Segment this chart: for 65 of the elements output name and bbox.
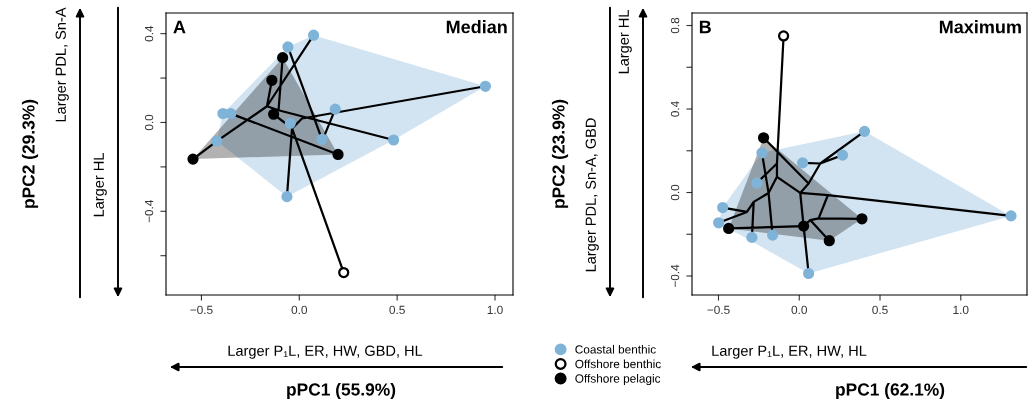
point: [856, 213, 868, 225]
point: [766, 229, 779, 241]
annotation: B: [699, 20, 711, 34]
y-tick-label: −0.4: [144, 199, 154, 223]
point: [756, 147, 768, 159]
point: [858, 125, 871, 137]
point: [797, 157, 809, 169]
point: [266, 74, 278, 86]
point: [316, 133, 328, 145]
point: [746, 231, 758, 243]
point: [307, 29, 320, 41]
point: [281, 191, 293, 203]
y-axis-title: pPC2 (23.9%): [551, 99, 569, 208]
point: [338, 266, 350, 279]
x-axis-title: pPC1 (62.1%): [836, 382, 945, 400]
chart-title: Maximum: [939, 20, 1021, 34]
point: [723, 222, 735, 235]
point: [836, 149, 849, 161]
x-axis-title: pPC1 (55.9%): [287, 382, 396, 400]
text: Larger HL: [618, 10, 632, 74]
point: [757, 132, 770, 144]
y-tick-label: 0.4: [144, 25, 154, 42]
point: [717, 201, 729, 214]
y-tick-label: 0.0: [670, 184, 680, 201]
point: [751, 177, 763, 189]
point: [187, 153, 199, 165]
y-tick-label: 0.4: [670, 101, 680, 117]
point: [282, 41, 294, 53]
x-tick-label: 1.0: [953, 305, 969, 315]
text: Larger PDL, Sn-A, GBD: [585, 118, 599, 272]
annotation: A: [173, 20, 186, 34]
legend-label: Offshore benthic: [575, 359, 661, 369]
y-tick-label: 0.8: [670, 17, 680, 34]
y-tick-label: 0.0: [144, 114, 154, 131]
x-tick-label: 0.5: [389, 305, 405, 315]
x-tick-label: −0.5: [190, 305, 213, 315]
point: [777, 30, 790, 42]
point: [823, 235, 835, 247]
x-tick-label: 1.0: [487, 305, 503, 315]
point: [803, 267, 815, 280]
y-tick-label: −0.4: [670, 264, 680, 288]
point: [1005, 210, 1017, 222]
point: [479, 80, 492, 92]
x-tick-label: −0.5: [707, 305, 730, 315]
point: [332, 148, 344, 161]
point: [225, 107, 237, 120]
point: [268, 108, 280, 120]
legend-label: Coastal benthic: [575, 344, 656, 354]
chart-title: Median: [446, 20, 507, 34]
text: Larger PDL, Sn-A: [55, 7, 69, 122]
point: [211, 135, 223, 147]
x-tick-label: 0.5: [872, 305, 888, 315]
point: [388, 134, 400, 146]
text: Larger P₁L, ER, HW, GBD, HL: [228, 345, 423, 359]
legend-label: Offshore pelagic: [575, 374, 661, 386]
point: [329, 103, 341, 115]
text: Larger HL: [93, 153, 107, 217]
text: Larger P₁L, ER, HW, HL: [712, 345, 867, 359]
point: [284, 117, 296, 129]
x-tick-label: 0.0: [291, 305, 308, 315]
y-axis-title: pPC2 (29.3%): [21, 99, 39, 208]
point: [713, 217, 725, 229]
x-tick-label: 0.0: [791, 305, 807, 315]
point: [798, 220, 810, 232]
point: [277, 52, 289, 64]
